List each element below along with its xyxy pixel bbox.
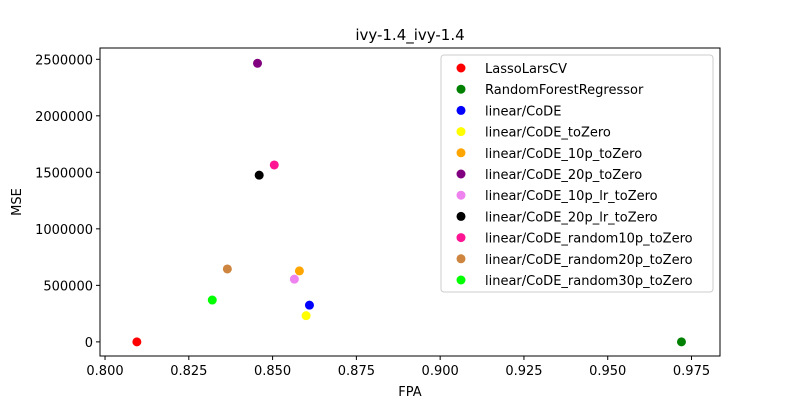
point-4 — [294, 266, 304, 276]
legend-marker-2 — [456, 105, 466, 115]
legend-marker-4 — [456, 148, 466, 158]
legend-marker-10 — [456, 275, 466, 285]
legend-label-2: linear/CoDE — [485, 104, 561, 119]
x-axis-ticks: 0.800 0.825 0.850 0.875 0.900 0.925 0.950 0.975 — [86, 356, 710, 379]
legend-marker-3 — [456, 127, 466, 137]
y-axis-label: MSE — [10, 188, 25, 216]
y-tick-label-1: 500000 — [43, 279, 93, 294]
point-3 — [301, 311, 311, 321]
x-tick-label-5: 0.925 — [505, 364, 542, 379]
legend-label-1: RandomForestRegressor — [485, 83, 644, 98]
legend-label-3: linear/CoDE_toZero — [485, 126, 611, 141]
y-tick-label-5: 2500000 — [35, 53, 93, 68]
plot-frame — [99, 47, 721, 357]
point-5 — [253, 58, 263, 68]
y-tick-label-2: 1000000 — [35, 223, 93, 238]
legend-marker-9 — [456, 254, 466, 264]
y-tick-label-4: 2000000 — [35, 110, 93, 125]
legend-label-4: linear/CoDE_10p_toZero — [485, 147, 642, 162]
legend-label-5: linear/CoDE_20p_toZero — [485, 168, 642, 183]
y-axis-ticks: 0 500000 1000000 1500000 2000000 2500000 — [35, 53, 100, 351]
x-tick-label-3: 0.875 — [338, 364, 375, 379]
x-tick-label-6: 0.950 — [589, 364, 626, 379]
legend-label-8: linear/CoDE_random10p_toZero — [485, 232, 693, 247]
legend-label-7: linear/CoDE_20p_lr_toZero — [485, 210, 658, 225]
x-tick-label-2: 0.850 — [254, 364, 291, 379]
point-2 — [304, 300, 314, 310]
legend: LassoLarsCV RandomForestRegressor linear/C… — [440, 54, 714, 293]
y-tick-label-3: 1500000 — [35, 166, 93, 181]
legend-label-10: linear/CoDE_random30p_toZero — [485, 274, 693, 289]
x-axis-label: FPA — [398, 385, 421, 400]
legend-marker-6 — [456, 190, 466, 200]
legend-label-0: LassoLarsCV — [485, 62, 567, 77]
x-tick-label-1: 0.825 — [170, 364, 207, 379]
y-tick-label-0: 0 — [85, 336, 93, 351]
point-7 — [254, 170, 264, 180]
legend-marker-8 — [456, 233, 466, 243]
legend-marker-1 — [456, 84, 466, 94]
legend-box — [440, 54, 714, 293]
point-9 — [222, 264, 232, 274]
legend-marker-7 — [456, 211, 466, 221]
data-points — [132, 58, 686, 347]
x-tick-label-7: 0.975 — [673, 364, 710, 379]
legend-label-6: linear/CoDE_10p_lr_toZero — [485, 189, 658, 204]
legend-marker-5 — [456, 169, 466, 179]
point-10 — [207, 295, 217, 305]
legend-marker-0 — [456, 63, 466, 73]
point-8 — [269, 160, 279, 170]
point-6 — [289, 274, 299, 284]
chart-title: ivy-1.4_ivy-1.4 — [355, 26, 464, 45]
legend-label-9: linear/CoDE_random20p_toZero — [485, 253, 693, 268]
x-tick-label-0: 0.800 — [86, 364, 123, 379]
x-tick-label-4: 0.900 — [422, 364, 459, 379]
point-0 — [132, 337, 142, 347]
point-1 — [676, 337, 686, 347]
